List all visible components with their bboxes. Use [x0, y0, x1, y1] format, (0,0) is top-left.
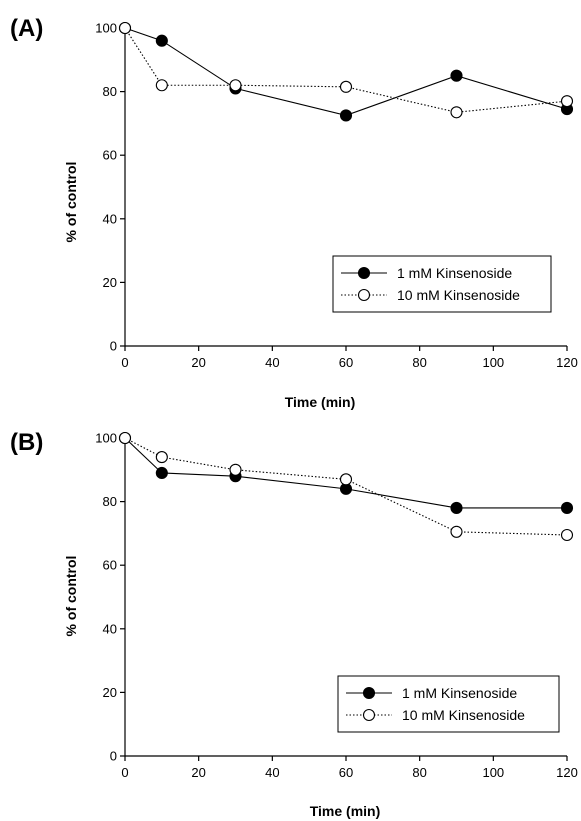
panel-a-series-2-point	[229, 79, 242, 92]
panel-a-legend-label-1: 1 mM Kinsenoside	[397, 265, 512, 281]
panel-a-x-tick-label: 100	[482, 355, 504, 370]
panel-a-x-tick-label: 0	[121, 355, 128, 370]
panel-b-x-tick-label: 100	[482, 765, 504, 780]
panel-a-series-line-2	[124, 27, 568, 113]
panel-a-x-tick-label: 60	[339, 355, 353, 370]
panel-b-x-tick-label: 0	[121, 765, 128, 780]
panel-b-legend-box	[337, 675, 560, 733]
panel-a-series-1-point	[155, 34, 168, 47]
panel-a-y-tick-label: 20	[103, 275, 117, 290]
panel-a-x-axis-title: Time (min)	[285, 394, 356, 410]
panel-b-series-1-point	[560, 501, 574, 515]
panel-a-legend-box	[332, 255, 552, 313]
panel-b-legend-marker-1	[362, 686, 376, 700]
panel-b-plot-area: 0 20 40 60 80 100 0 20 40 60 80 100 120 1 mM Kinsenos…	[95, 431, 578, 781]
panel-b-series-2-point	[560, 528, 574, 542]
panel-b-series-2-point	[339, 473, 353, 486]
panel-b-legend: 1 mM Kinsenoside 10 mM Kinsenoside	[337, 675, 560, 733]
panel-a-series-2-point	[560, 95, 574, 108]
panel-b-x-tick-label: 120	[556, 765, 578, 780]
panel-a-legend: 1 mM Kinsenoside 10 mM Kinsenoside	[332, 255, 552, 313]
panel-a-legend-marker-2	[357, 288, 371, 302]
panel-b-series-1-point	[450, 501, 463, 515]
panel-b-y-tick-label: 0	[110, 749, 117, 764]
panel-a-series-2-point	[450, 106, 463, 119]
panel-a-y-axis-title: % of control	[63, 162, 79, 243]
panel-a-label: (A)	[10, 15, 43, 42]
panel-a-legend-label-2: 10 mM Kinsenoside	[397, 287, 520, 303]
panel-a-x-tick-label: 80	[412, 355, 426, 370]
panel-b-y-tick-label: 80	[103, 494, 117, 509]
panel-a-legend-marker-1	[357, 266, 371, 280]
panel-b-y-tick-label: 100	[95, 431, 117, 446]
panel-a-plot-area: 0 20 40 60 80 100 0 20 40 60 80 100 120 1 mM Kinsenos…	[95, 21, 578, 371]
chart-panel-a: (A) % of control Time (min) 0 20 40 60 80 100…	[10, 15, 578, 410]
panel-a-series-2-point	[118, 21, 132, 35]
panel-b-series-2-point	[450, 525, 463, 538]
panel-b-legend-marker-2	[362, 708, 376, 722]
panel-b-y-tick-label: 20	[103, 685, 117, 700]
panel-b-y-axis-title: % of control	[63, 556, 79, 637]
panel-b-x-tick-label: 80	[412, 765, 426, 780]
panel-b-series-2-point	[118, 431, 132, 445]
panel-b-y-tick-label: 40	[103, 621, 117, 636]
panel-b-series-2-point	[155, 451, 168, 464]
panel-b-series-2-point	[229, 463, 242, 476]
panel-b-series-line-2	[124, 437, 568, 536]
panel-b-x-tick-label: 20	[191, 765, 205, 780]
panel-b-x-tick-label: 60	[339, 765, 353, 780]
panel-a-x-tick-label: 20	[191, 355, 205, 370]
panel-a-x-tick-label: 120	[556, 355, 578, 370]
panel-b-x-axis-title: Time (min)	[310, 803, 381, 819]
panel-a-y-tick-label: 100	[95, 21, 117, 36]
panel-b-y-tick-label: 60	[103, 558, 117, 573]
panel-b-series-1-point	[155, 466, 168, 480]
panel-a-series-1-point	[450, 69, 463, 82]
panel-a-series-line-1	[124, 27, 568, 117]
panel-a-y-tick-label: 80	[103, 84, 117, 99]
panel-b-label: (B)	[10, 429, 43, 456]
panel-a-x-tick-label: 40	[265, 355, 279, 370]
panel-b-x-tick-label: 40	[265, 765, 279, 780]
panel-a-y-tick-label: 40	[103, 211, 117, 226]
panel-a-series-2-point	[155, 79, 168, 92]
panel-b-legend-label-1: 1 mM Kinsenoside	[402, 685, 517, 701]
panel-a-y-tick-label: 60	[103, 148, 117, 163]
chart-panel-b: (B) % of control Time (min) 0 20 40 60 80 100…	[10, 429, 578, 819]
panel-a-series-2-point	[339, 80, 353, 93]
panel-b-series-line-1	[124, 437, 567, 509]
panel-b-legend-label-2: 10 mM Kinsenoside	[402, 707, 525, 723]
panel-a-series-1-point	[339, 109, 353, 122]
panel-a-y-tick-label: 0	[110, 339, 117, 354]
